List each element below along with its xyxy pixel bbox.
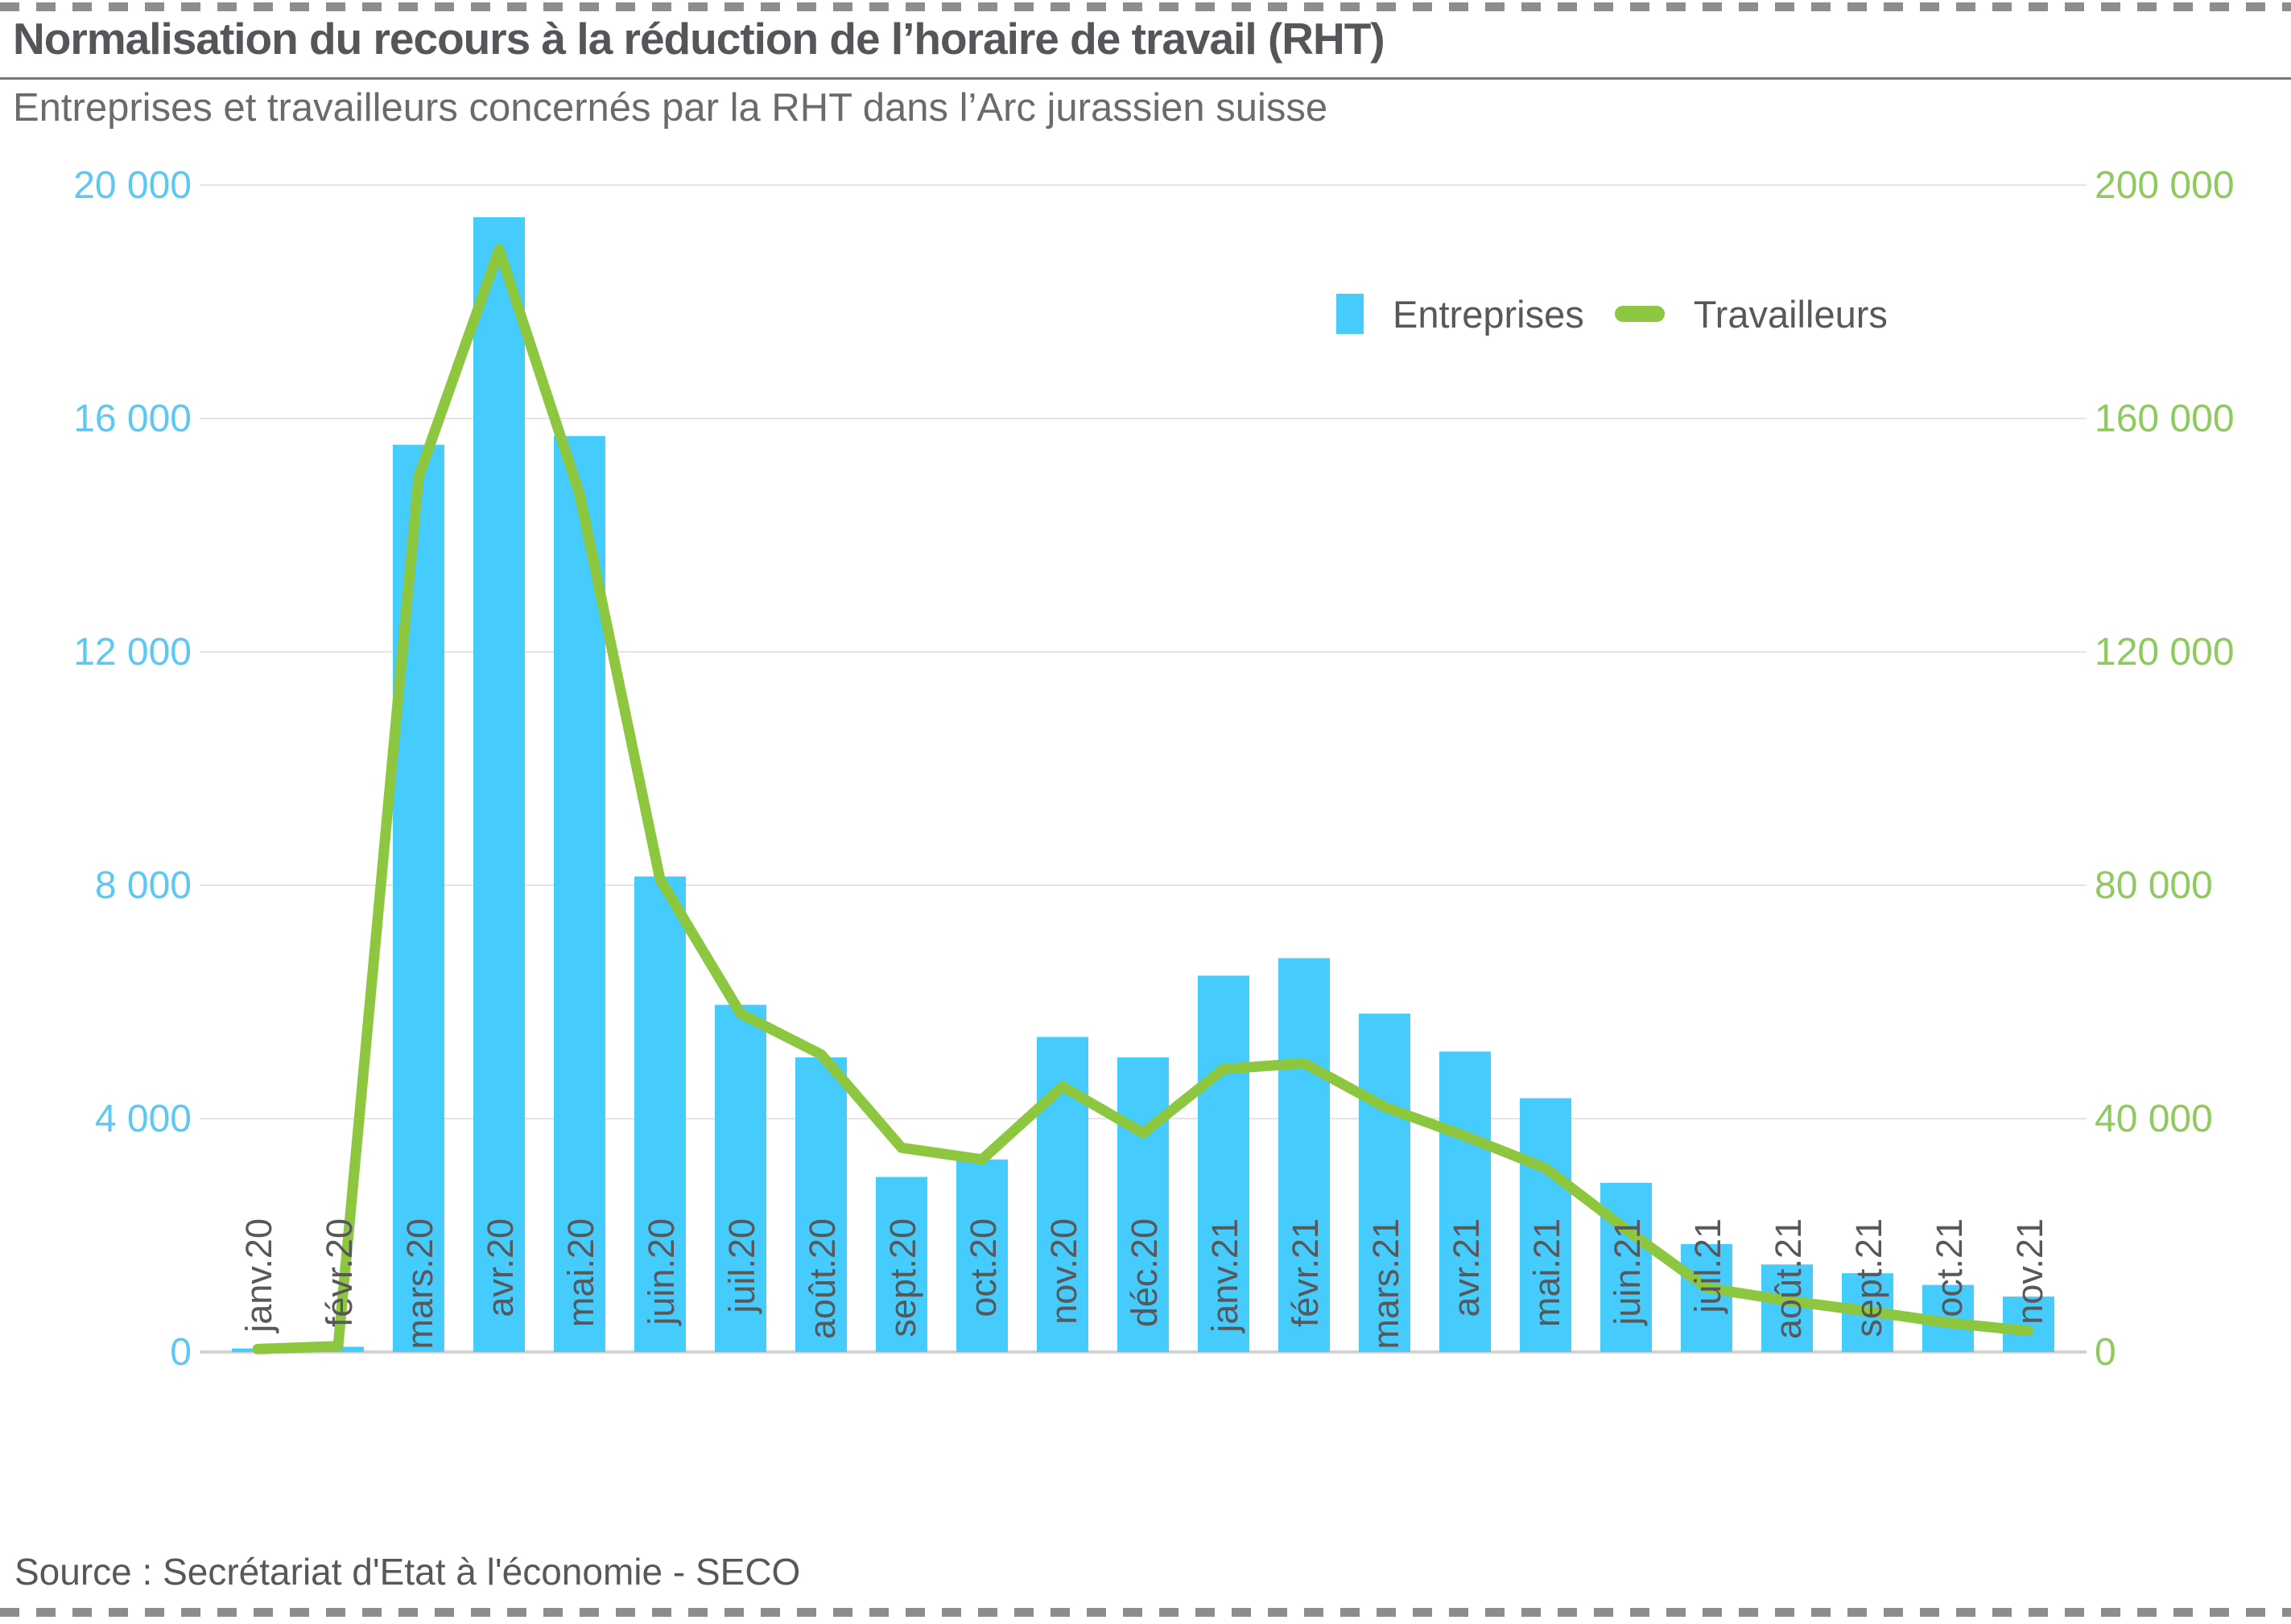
entreprises-bar [1198,975,1249,1352]
entreprises-bar [1681,1243,1732,1352]
top-dashed-border [0,2,2291,11]
month-label: nov.21 [2009,1218,2050,1325]
month-label: juin.20 [641,1218,682,1327]
entreprises-bar [634,876,686,1352]
month-label: juil.21 [1687,1218,1728,1315]
month-label: mars.20 [399,1218,440,1350]
travailleurs-line [252,244,2034,1354]
legend-item-entreprises: Entreprises [1336,292,1584,336]
month-label: juin.21 [1607,1218,1648,1327]
page-subtitle: Entreprises et travailleurs concernés pa… [13,86,1328,130]
entreprises-bar [715,1004,766,1352]
entreprises-bar [956,1159,1008,1352]
entreprises-bar [1117,1057,1169,1352]
page-title: Normalisation du recours à la réduction … [13,14,1385,64]
entreprises-bar [393,444,444,1352]
left-axis-tick-label: 4 000 [95,1098,192,1140]
left-axis-tick-label: 8 000 [95,864,192,907]
entreprises-bar [1439,1051,1491,1352]
right-axis-tick-label: 120 000 [2095,631,2235,674]
month-label: sept.21 [1848,1218,1889,1338]
source-caption: Source : Secrétariat d'Etat à l'économie… [14,1551,801,1593]
entreprises-swatch-icon [1336,294,1364,334]
entreprises-bar [473,216,525,1352]
entreprises-bar [1761,1264,1813,1352]
entreprises-bar [876,1177,927,1352]
month-label: déc.20 [1124,1218,1165,1327]
right-axis-tick-label: 0 [2095,1331,2116,1374]
month-label: mai.21 [1526,1218,1567,1327]
month-label: août.21 [1768,1218,1809,1339]
month-label: févr.21 [1285,1218,1326,1327]
month-label: oct.20 [963,1218,1004,1317]
legend-item-travailleurs: Travailleurs [1614,292,1888,336]
month-label: mars.21 [1365,1218,1406,1350]
month-label: juil.20 [721,1218,762,1315]
month-label: févr.20 [319,1218,360,1327]
month-label: août.20 [802,1218,843,1339]
right-axis-tick-label: 40 000 [2095,1098,2213,1140]
entreprises-bar [795,1057,847,1352]
travailleurs-swatch-icon [1614,306,1665,322]
left-axis-tick-label: 0 [170,1331,192,1374]
title-divider [0,77,2291,80]
entreprises-bar [1359,1013,1410,1352]
month-label: janv.21 [1204,1218,1245,1334]
month-label: avr.21 [1446,1218,1487,1317]
left-axis-tick-label: 20 000 [73,164,192,207]
left-axis-tick-label: 16 000 [73,398,192,440]
right-axis-tick-label: 80 000 [2095,864,2213,907]
right-axis-tick-label: 200 000 [2095,164,2235,207]
entreprises-bar [1278,958,1330,1352]
left-axis-tick-label: 12 000 [73,631,192,674]
month-label: sept.20 [882,1218,923,1338]
entreprises-bar [1520,1098,1571,1352]
chart-legend: Entreprises Travailleurs [1336,286,1888,342]
month-label: nov.20 [1043,1218,1084,1325]
month-label: mai.20 [560,1218,601,1327]
month-label: janv.20 [238,1218,279,1334]
right-axis-tick-label: 160 000 [2095,398,2235,440]
month-label: oct.21 [1929,1218,1970,1317]
bottom-dashed-border [0,1608,2291,1617]
month-label: avr.20 [480,1218,521,1317]
legend-label-travailleurs: Travailleurs [1693,292,1888,336]
legend-label-entreprises: Entreprises [1393,292,1584,336]
